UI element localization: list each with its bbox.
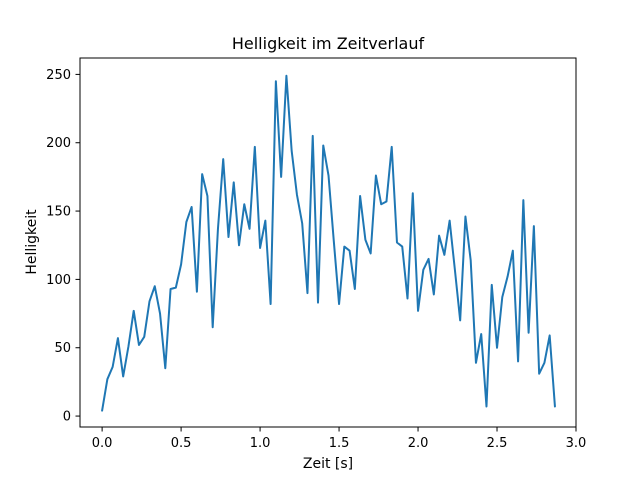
x-axis-title: Zeit [s] [303, 456, 353, 472]
axis-ticks: 0.0 0.5 1.0 1.5 2.0 2.5 3.0 0 50 100 150 200 250 [46, 68, 586, 451]
series-line-helligkeit [101, 74, 556, 412]
x-tick-label: 0.5 [171, 436, 192, 451]
chart-title: Helligkeit im Zeitverlauf [232, 34, 425, 53]
y-tick-label: 50 [54, 341, 71, 356]
x-tick-label: 1.5 [329, 436, 350, 451]
y-tick-label: 250 [46, 68, 71, 83]
x-tick-label: 2.5 [487, 436, 508, 451]
x-tick-label: 1.0 [250, 436, 271, 451]
y-tick-label: 200 [46, 136, 71, 151]
x-tick-label: 0.0 [92, 436, 113, 451]
x-tick-label: 3.0 [566, 436, 587, 451]
y-tick-label: 150 [46, 205, 71, 220]
plot-area-frame [79, 57, 577, 428]
y-tick-label: 0 [63, 410, 71, 425]
x-tick-label: 2.0 [408, 436, 429, 451]
y-axis-title: Helligkeit [24, 209, 40, 275]
y-tick-label: 100 [46, 273, 71, 288]
